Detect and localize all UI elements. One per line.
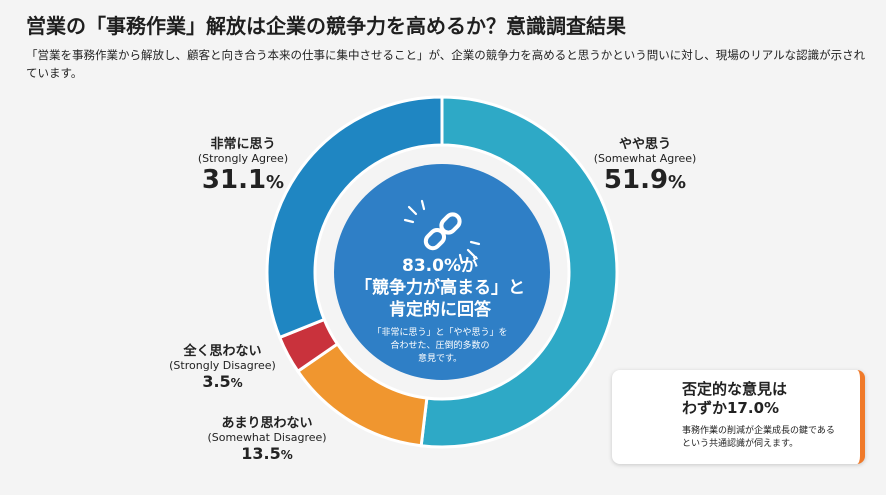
- label-somewhat-agree: やや思う (Somewhat Agree) 51.9%: [580, 133, 710, 198]
- callout-headline-1: 否定的な意見は: [682, 380, 788, 398]
- value-somewhat-disagree-number: 13.5: [241, 444, 281, 463]
- value-strongly-agree-unit: %: [266, 172, 285, 193]
- donut-slice-strongly-agree: [265, 95, 444, 340]
- value-somewhat-agree-unit: %: [668, 172, 687, 193]
- label-strongly-agree: 非常に思う (Strongly Agree) 31.1%: [178, 133, 308, 198]
- label-strongly-agree-en: (Strongly Agree): [197, 152, 289, 165]
- value-somewhat-disagree-unit: %: [280, 448, 293, 462]
- callout-headline-2: わずか17.0%: [682, 399, 780, 417]
- value-somewhat-agree: 51.9%: [580, 165, 710, 198]
- label-strongly-disagree-jp: 全く思わない: [183, 344, 262, 359]
- page-title: 営業の「事務作業」解放は企業の競争力を高めるか？意識調査結果: [26, 14, 626, 38]
- label-somewhat-disagree: あまり思わない (Somewhat Disagree) 13.5%: [197, 412, 337, 465]
- callout-headline: 否定的な意見は わずか17.0%: [682, 380, 787, 418]
- center-note-1: 「非常に思う」と「やや思う」を: [372, 328, 508, 338]
- value-somewhat-agree-number: 51.9: [603, 165, 669, 195]
- label-somewhat-disagree-jp: あまり思わない: [221, 416, 313, 431]
- center-headline-2: 「競争力が高まる」と: [355, 278, 525, 298]
- label-somewhat-disagree-en: (Somewhat Disagree): [207, 431, 327, 444]
- value-strongly-agree: 31.1%: [178, 165, 308, 198]
- center-note-2: 合わせた、圧倒的多数の: [390, 341, 490, 351]
- center-headline-3: 肯定的に回答: [389, 300, 491, 320]
- center-note-3: 意見です。: [417, 354, 463, 364]
- label-somewhat-agree-en: (Somewhat Agree): [593, 152, 697, 165]
- value-strongly-disagree-number: 3.5: [202, 372, 231, 391]
- callout-body-2: という共通認識が伺えます。: [682, 439, 799, 449]
- link-icon: [423, 212, 462, 251]
- page-subtitle: 「営業を事務作業から解放し、顧客と向き合う本来の仕事に集中させること」が、企業の…: [26, 48, 866, 80]
- negative-opinion-callout: 否定的な意見は わずか17.0% 事務作業の削減が企業成長の鍵である という共通…: [612, 370, 865, 464]
- value-strongly-disagree: 3.5%: [160, 372, 285, 393]
- donut-center-text: 83.0%が 「競争力が高まる」と 肯定的に回答 「非常に思う」と「やや思う」を…: [345, 255, 535, 366]
- callout-body-1: 事務作業の削減が企業成長の鍵である: [682, 426, 835, 436]
- value-strongly-disagree-unit: %: [230, 376, 243, 390]
- label-strongly-agree-jp: 非常に思う: [210, 137, 276, 152]
- label-strongly-disagree-en: (Strongly Disagree): [169, 359, 276, 372]
- callout-body: 事務作業の削減が企業成長の鍵である という共通認識が伺えます。: [682, 425, 835, 451]
- label-strongly-disagree: 全く思わない (Strongly Disagree) 3.5%: [160, 340, 285, 393]
- link-icon-sparks: [403, 199, 481, 265]
- label-somewhat-agree-jp: やや思う: [618, 137, 671, 152]
- donut-center-disc: [334, 164, 550, 380]
- value-strongly-agree-number: 31.1: [201, 165, 267, 195]
- center-headline-1: 83.0%が: [402, 256, 478, 276]
- value-somewhat-disagree: 13.5%: [197, 444, 337, 465]
- center-note: 「非常に思う」と「やや思う」を 合わせた、圧倒的多数の 意見です。: [345, 327, 535, 366]
- donut-slice-somewhat-agree: [419, 95, 619, 449]
